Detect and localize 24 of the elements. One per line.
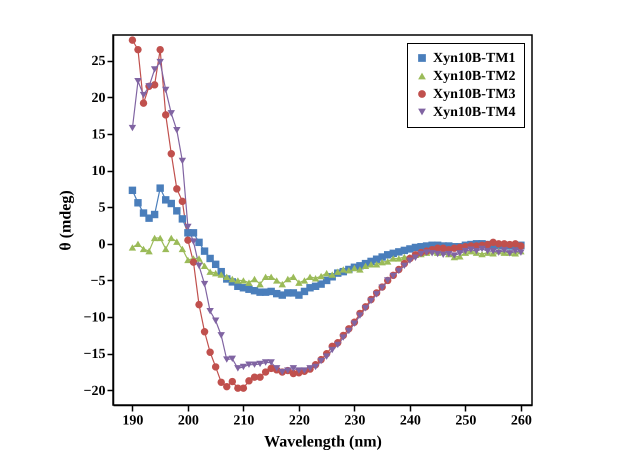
x-axis-title: Wavelength (nm) [264, 434, 382, 450]
x-tick-label: 250 [455, 414, 476, 428]
x-tick-label: 230 [344, 414, 366, 428]
legend-label: Xyn10B-TM1 [433, 51, 516, 66]
y-tick-label: −10 [84, 310, 106, 326]
y-tick-label: 5 [98, 200, 106, 216]
y-tick-label: −15 [84, 347, 106, 362]
y-tick-label: −5 [90, 274, 106, 289]
y-tick-label: 20 [92, 90, 106, 106]
y-tick-label: 0 [98, 237, 106, 252]
x-tick-label: 260 [510, 414, 532, 428]
y-tick-label: −20 [84, 384, 106, 399]
y-tick-label: 10 [92, 164, 106, 180]
x-tick-label: 240 [400, 414, 421, 428]
x-tick-label: 200 [178, 414, 199, 428]
legend-label: Xyn10B-TM2 [433, 69, 516, 84]
legend-label: Xyn10B-TM4 [433, 105, 516, 120]
y-axis-title: θ (mdeg) [58, 190, 75, 251]
x-tick-label: 190 [122, 414, 144, 428]
x-tick-label: 210 [233, 414, 254, 428]
y-tick-label: 15 [92, 127, 106, 142]
legend-label: Xyn10B-TM3 [433, 87, 516, 102]
y-tick-label: 25 [92, 54, 106, 70]
x-tick-label: 220 [288, 414, 310, 428]
